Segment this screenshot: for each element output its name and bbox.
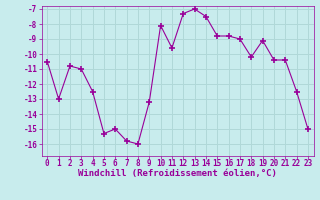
X-axis label: Windchill (Refroidissement éolien,°C): Windchill (Refroidissement éolien,°C) — [78, 169, 277, 178]
